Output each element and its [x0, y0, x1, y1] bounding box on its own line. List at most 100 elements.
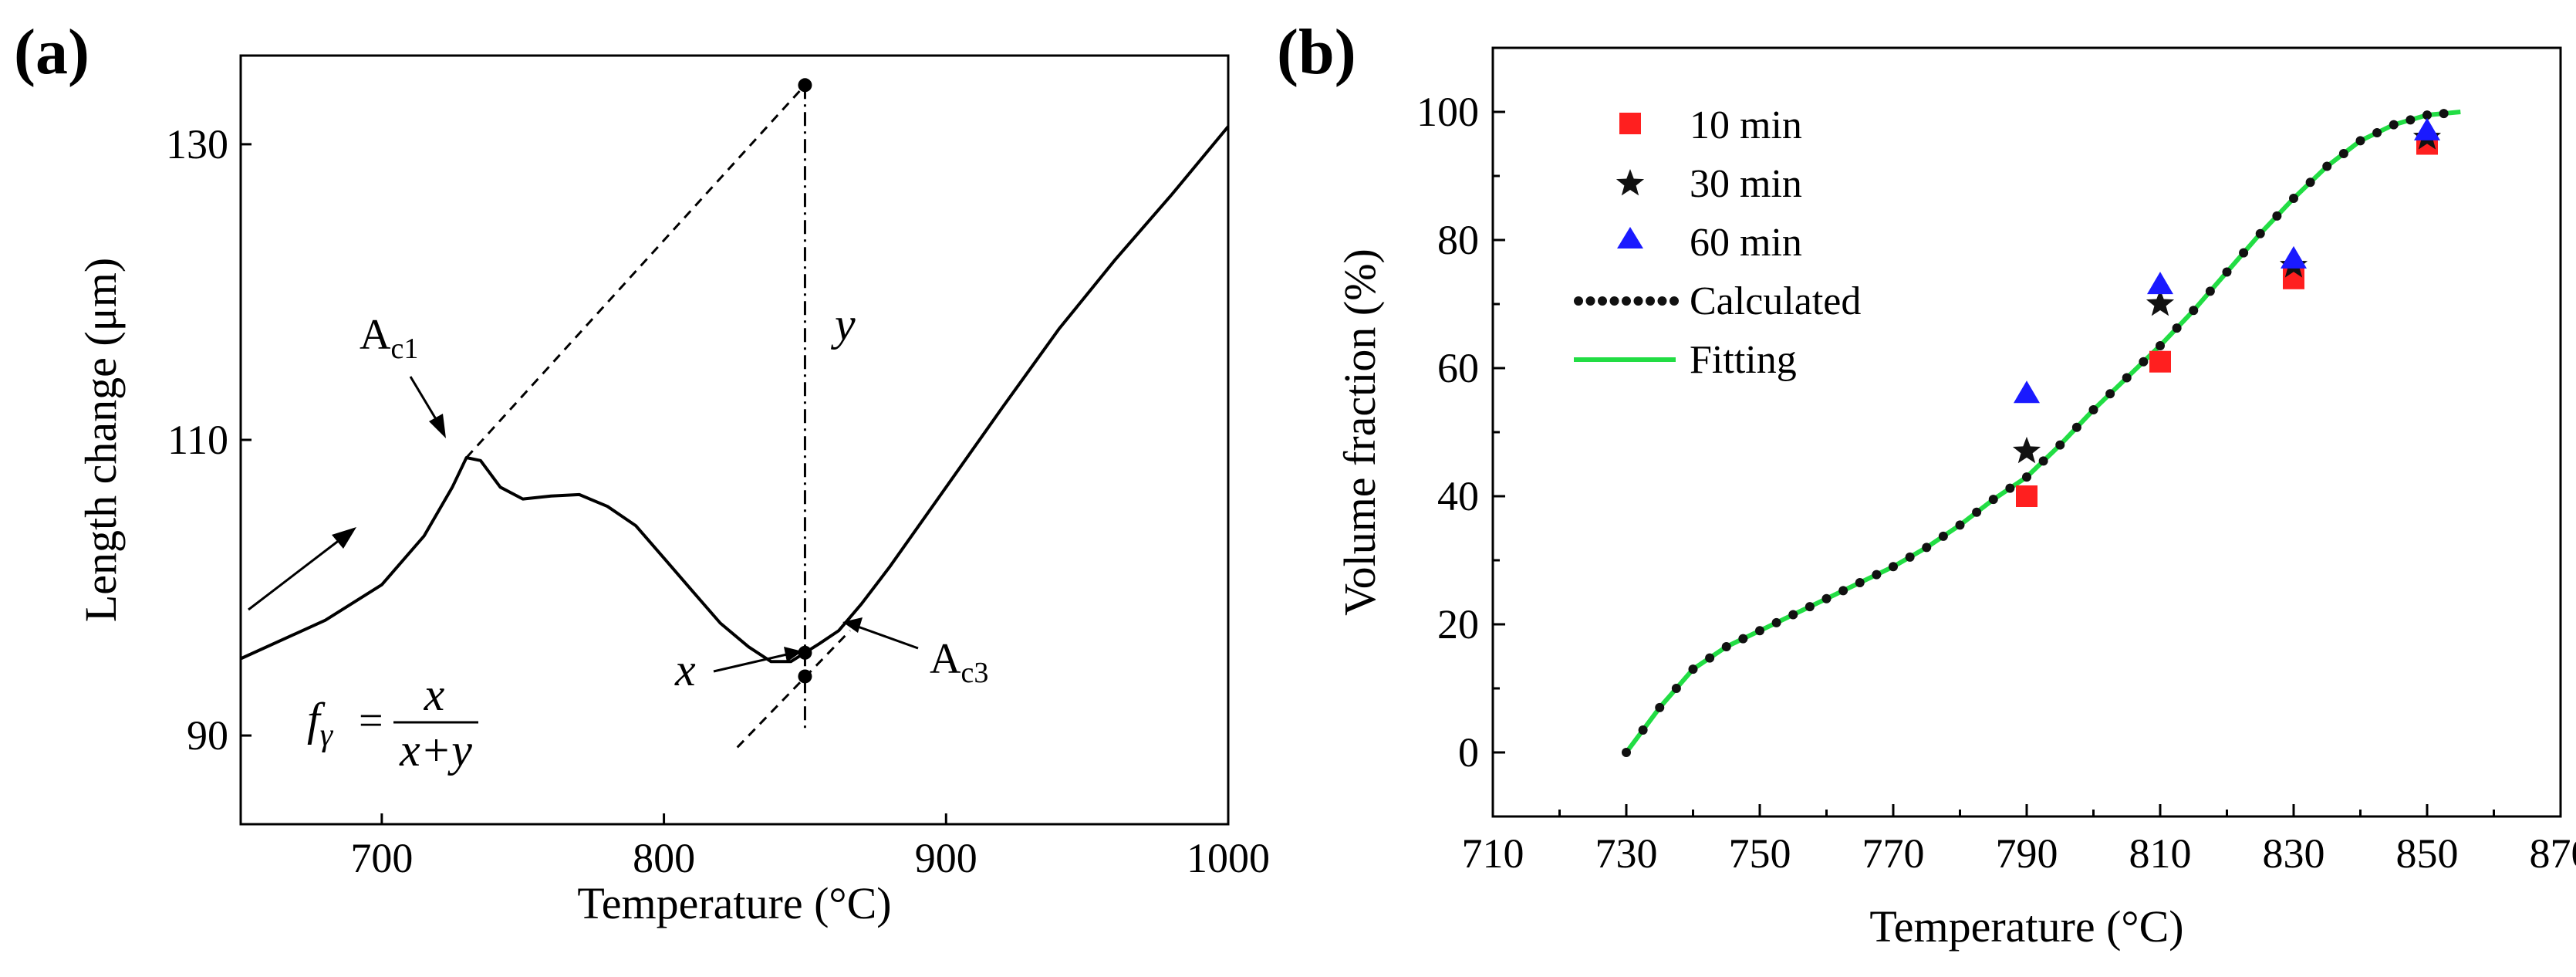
calculated-point: [1805, 602, 1815, 612]
calculated-point: [2189, 306, 2199, 316]
panel-b-y-tick-label: 100: [1416, 89, 1479, 135]
marker-30min: [2146, 289, 2175, 316]
heating-direction-arrow: [248, 527, 356, 611]
panel-a-plot-frame: [239, 54, 1230, 826]
panel-b-label: (b): [1277, 16, 1356, 88]
panel-b-x-tick-label: 790: [1996, 830, 2058, 877]
panel-b-x-tick-label: 710: [1462, 830, 1524, 877]
marker-10min: [2016, 485, 2038, 507]
svg-text:Ac1: Ac1: [360, 311, 418, 365]
formula-equals: =: [359, 697, 383, 745]
calculated-point: [2338, 148, 2348, 158]
marked-point: [798, 669, 812, 684]
panel-a: (a) 700 800 900 1000 90 110 130 Temperature (°…: [14, 16, 1270, 928]
calculated-point: [1955, 520, 1965, 530]
calculated-point: [1671, 684, 1681, 693]
legend-dot: [1633, 296, 1643, 306]
calculated-point: [2156, 340, 2165, 350]
y-segment-label: y: [830, 299, 856, 350]
calculated-point: [2305, 177, 2315, 188]
legend-label-60min: 60 min: [1690, 221, 1802, 265]
formula-denominator: x+y: [399, 725, 472, 776]
calculated-point: [2105, 389, 2115, 399]
panel-b-y-tick-label: 80: [1437, 217, 1479, 263]
extrapolation-dashed-line: [736, 630, 851, 749]
ac3-subscript: c3: [961, 657, 988, 689]
panel-a-x-tick-label: 1000: [1187, 835, 1270, 881]
calculated-point: [2055, 440, 2065, 450]
marker-60min: [2014, 380, 2040, 404]
calculated-point: [2289, 194, 2298, 204]
legend-marker-30min: [1615, 169, 1645, 196]
panel-b-plot-frame: [1491, 46, 2562, 818]
panel-b-x-tick-label: 850: [2396, 830, 2459, 877]
calculated-point: [1755, 626, 1764, 636]
marker-60min: [2414, 117, 2440, 140]
calculated-point: [1622, 748, 1631, 757]
calculated-point: [2139, 357, 2149, 367]
panel-b: (b) 710 730 750 770 790 810 830 850 870 0 20 40 60 80…: [1277, 16, 2576, 952]
extrapolation-dashed-line: [465, 84, 806, 459]
calculated-point: [1889, 562, 1898, 572]
panel-b-legend: 10 min 30 min 60 min Calculated Fitting: [1574, 103, 1861, 382]
panel-b-x-tick-label: 830: [2263, 830, 2325, 877]
calculated-point: [1738, 634, 1748, 644]
calculated-point: [2038, 456, 2048, 466]
calculated-point: [2355, 136, 2365, 146]
marked-point: [798, 645, 812, 660]
legend-marker-60min: [1617, 227, 1643, 248]
panel-b-y-axis-title: Volume fraction (%): [1335, 248, 1385, 616]
calculated-point: [2205, 286, 2215, 296]
panel-a-y-tick-label: 130: [166, 121, 228, 167]
calculated-point: [1638, 725, 1648, 735]
calculated-point: [2406, 115, 2416, 125]
calculated-point: [2389, 120, 2399, 130]
marker-60min: [2281, 245, 2307, 269]
x-segment-annotation: x: [674, 644, 802, 695]
fitting-curve-line: [1624, 110, 2461, 754]
legend-dot: [1609, 296, 1619, 306]
panel-b-x-axis-title: Temperature (°C): [1869, 901, 2183, 952]
legend-dot: [1574, 296, 1583, 306]
legend-dot: [1670, 296, 1679, 306]
panel-b-series: [1622, 109, 2461, 757]
panel-a-x-tick-label: 800: [633, 835, 695, 881]
panel-a-x-tick-label: 700: [350, 835, 413, 881]
calculated-point: [1922, 543, 1932, 553]
calculated-point: [1821, 593, 1832, 603]
panel-a-y-tick-label: 90: [187, 712, 228, 759]
panel-a-ticks: 700 800 900 1000 90 110 130: [166, 121, 1270, 881]
volume-fraction-formula: fγ = x x+y: [307, 669, 478, 776]
panel-b-y-tick-label: 0: [1458, 729, 1479, 776]
legend-marker-calculated: [1574, 296, 1679, 306]
calculated-point: [1838, 586, 1848, 596]
svg-text:fγ: fγ: [307, 694, 334, 753]
ac1-annotation: Ac1: [360, 311, 446, 438]
calculated-point: [1972, 507, 1982, 517]
panel-a-series: [240, 78, 1230, 749]
marker-60min: [2147, 272, 2173, 295]
calculated-point: [2122, 373, 2132, 383]
panel-a-x-tick-label: 900: [915, 835, 977, 881]
calculated-point: [1988, 495, 1998, 505]
calculated-point: [1688, 664, 1698, 674]
panel-a-y-axis-title: Length change (μm): [76, 258, 126, 622]
panel-b-x-tick-label: 810: [2129, 830, 2192, 877]
legend-label-10min: 10 min: [1690, 103, 1802, 147]
marked-point: [798, 78, 812, 93]
ac1-subscript: c1: [390, 333, 418, 365]
calculated-point: [1938, 531, 1948, 541]
x-label: x: [674, 644, 696, 695]
ac3-annotation: Ac3: [842, 617, 988, 689]
calculated-point: [2255, 228, 2265, 238]
calculated-point: [2272, 211, 2282, 221]
calculated-point: [1771, 617, 1781, 627]
marker-30min: [2012, 436, 2041, 464]
legend-dot: [1657, 296, 1667, 306]
legend-label-30min: 30 min: [1690, 162, 1802, 206]
calculated-point: [1721, 642, 1731, 652]
legend-label-fitting: Fitting: [1690, 338, 1797, 382]
panel-b-y-tick-label: 40: [1437, 473, 1479, 519]
calculated-point: [2022, 472, 2031, 482]
ac1-main-label: A: [360, 311, 391, 359]
